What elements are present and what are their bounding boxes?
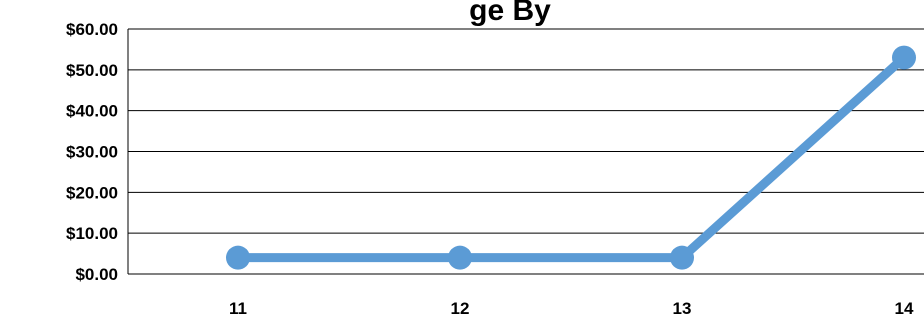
y-tick-label: $10.00 bbox=[66, 224, 118, 243]
y-tick-label: $20.00 bbox=[66, 183, 118, 202]
series-line bbox=[233, 53, 909, 263]
y-tick-label: $0.00 bbox=[75, 265, 118, 284]
x-axis-ticks: 11 12 13 14 bbox=[229, 299, 914, 318]
y-tick-label: $50.00 bbox=[66, 61, 118, 80]
data-point bbox=[892, 45, 916, 70]
y-axis-ticks: $0.00 $10.00 $20.00 $30.00 $40.00 $50.00 $60.0… bbox=[66, 20, 118, 284]
series-layer bbox=[226, 45, 916, 270]
x-tick-label: 14 bbox=[895, 299, 914, 318]
data-point bbox=[670, 245, 694, 270]
gridlines bbox=[127, 28, 924, 275]
x-tick-label: 12 bbox=[451, 299, 470, 318]
data-point bbox=[448, 245, 472, 270]
x-tick-label: 13 bbox=[673, 299, 692, 318]
chart-title: ge By bbox=[469, 0, 551, 27]
data-point bbox=[226, 245, 250, 270]
y-tick-label: $40.00 bbox=[66, 102, 118, 121]
y-tick-label: $30.00 bbox=[66, 143, 118, 162]
y-tick-label: $60.00 bbox=[66, 20, 118, 39]
x-tick-label: 11 bbox=[229, 299, 247, 318]
